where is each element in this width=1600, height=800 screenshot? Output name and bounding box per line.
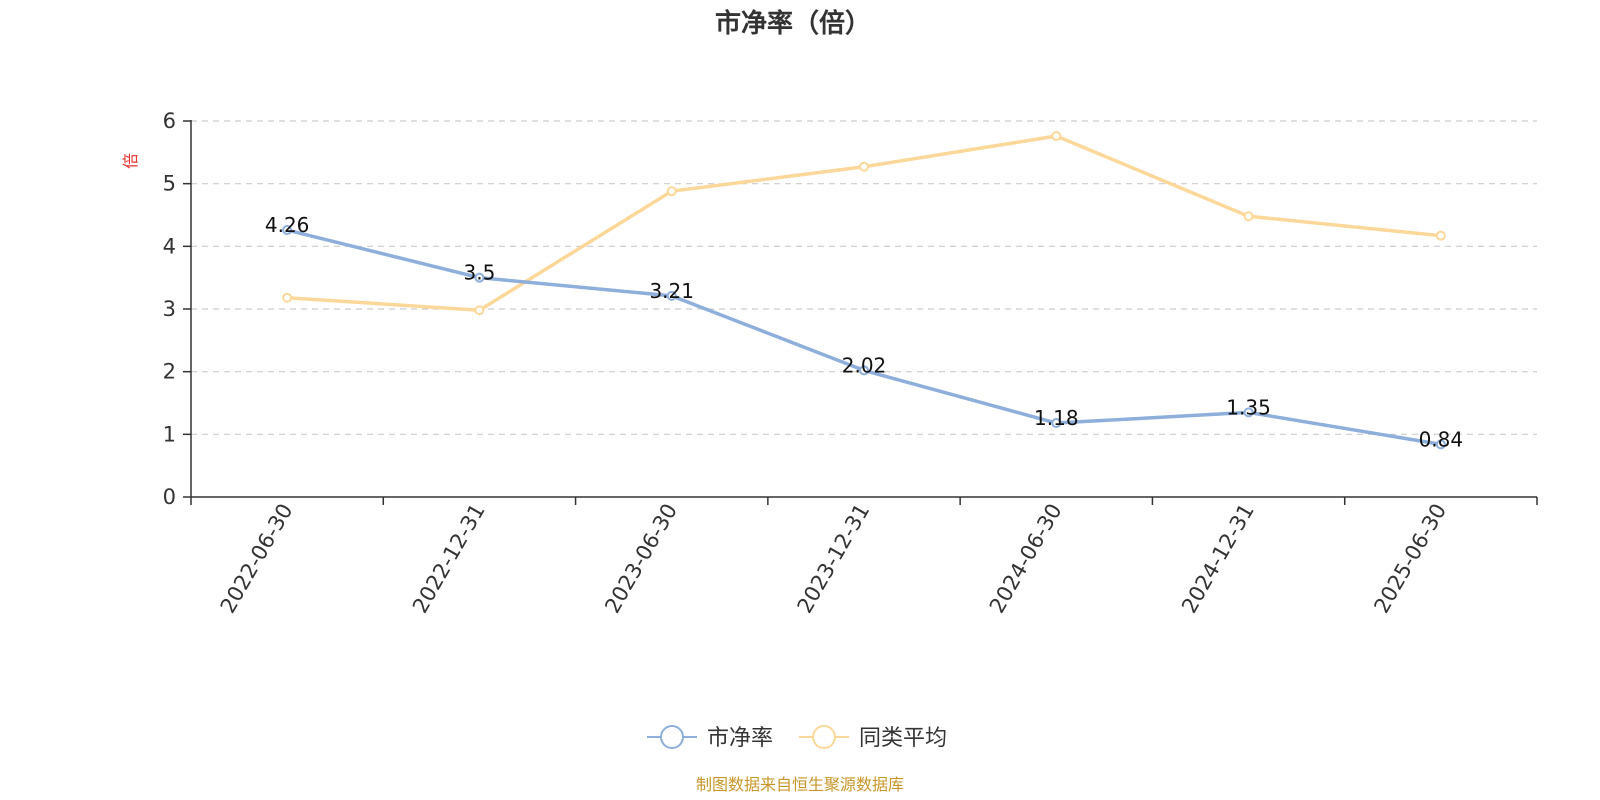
- x-tick-label-4: 2024-06-30: [985, 500, 1067, 618]
- series-0-point-1: [474, 272, 485, 283]
- data-label-0-1: 3.5: [464, 261, 496, 285]
- y-axis-unit-label: 倍: [121, 153, 140, 169]
- chart-title: 市净率（倍）: [715, 8, 871, 39]
- series-1-point-0: [282, 292, 293, 303]
- legend-label-0: 市净率: [707, 726, 773, 751]
- y-tick-label-2: 2: [163, 360, 176, 384]
- data-label-0-2: 3.21: [649, 279, 694, 303]
- series-1-point-6: [1435, 230, 1446, 241]
- series-0-point-5: [1243, 407, 1254, 418]
- series-1-point-4: [1051, 131, 1062, 142]
- series-1-point-5: [1243, 211, 1254, 222]
- x-tick-label-0: 2022-06-30: [216, 500, 298, 618]
- series-lines: [282, 131, 1446, 450]
- y-tick-label-3: 3: [163, 297, 176, 321]
- series-0-point-2: [666, 290, 677, 301]
- series-0-point-4: [1051, 418, 1062, 429]
- data-label-0-3: 2.02: [842, 353, 887, 377]
- legend-label-1: 同类平均: [859, 726, 947, 751]
- data-label-0-5: 1.35: [1226, 395, 1271, 419]
- series-0-point-3: [859, 365, 869, 376]
- legend-item-0[interactable]: 市净率: [647, 725, 773, 751]
- y-tick-label-6: 6: [163, 109, 176, 133]
- series-0-point-0: [282, 225, 293, 236]
- source-note: 制图数据来自恒生聚源数据库: [696, 775, 904, 794]
- x-tick-label-5: 2024-12-31: [1177, 500, 1259, 618]
- series-1-point-2: [666, 186, 677, 197]
- series-1-point-3: [859, 161, 869, 172]
- x-tick-label-2: 2023-06-30: [600, 500, 682, 618]
- data-label-0-4: 1.18: [1034, 406, 1079, 430]
- x-tick-label-3: 2023-12-31: [793, 500, 875, 618]
- y-tick-label-4: 4: [163, 234, 176, 258]
- legend-marker-1: [812, 725, 836, 749]
- legend[interactable]: 市净率 同类平均: [647, 725, 947, 751]
- y-tick-label-0: 0: [163, 485, 176, 509]
- series-1-point-1: [474, 305, 485, 316]
- data-labels: 4.26 3.5 3.21 2.02 1.18 1.35 0.84: [265, 213, 1463, 451]
- y-tick-label-1: 1: [163, 422, 176, 446]
- legend-marker-0: [660, 725, 684, 749]
- data-label-0-0: 4.26: [265, 213, 310, 237]
- data-label-0-6: 0.84: [1419, 427, 1464, 451]
- x-tick-label-6: 2025-06-30: [1369, 500, 1451, 618]
- series-0-point-6: [1435, 439, 1446, 450]
- legend-item-1[interactable]: 同类平均: [799, 725, 947, 751]
- y-tick-label-5: 5: [163, 172, 176, 196]
- x-tick-label-1: 2022-12-31: [408, 500, 490, 618]
